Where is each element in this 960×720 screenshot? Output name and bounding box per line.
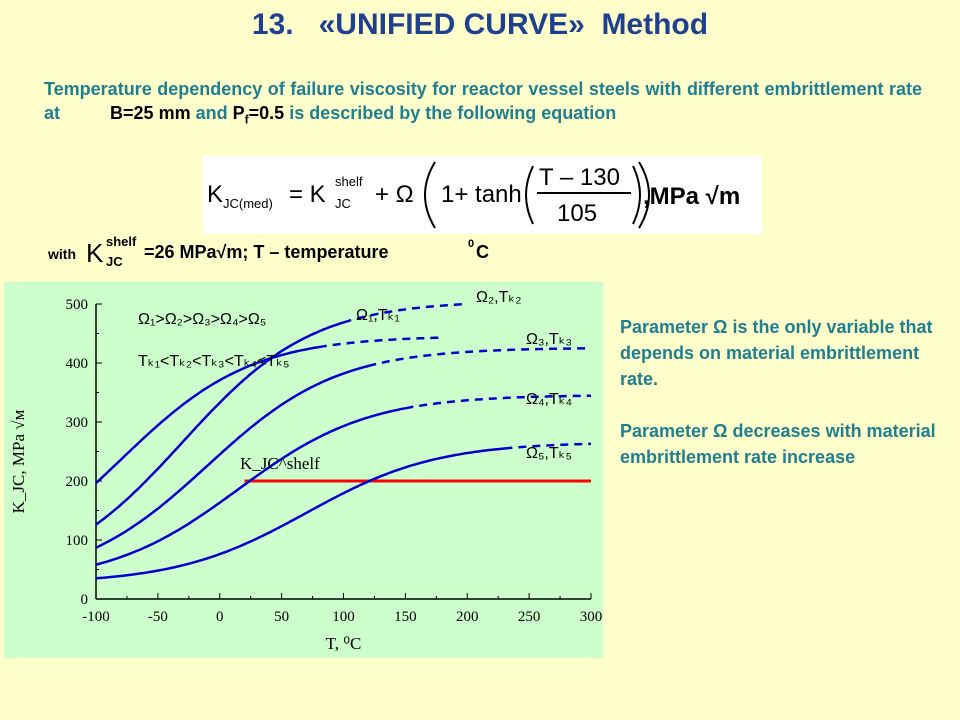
- equation-box: K JC(med) = K shelf JC + Ω 1+ tanh T – 1…: [203, 156, 762, 234]
- eq-left-paren: [424, 161, 436, 229]
- with-temp-unit: C: [476, 242, 489, 262]
- slide-title: 13. «UNIFIED CURVE» Method: [251, 8, 709, 41]
- intro-text-1: Temperature dependency of failure viscos…: [44, 79, 922, 123]
- x-tick-label: 100: [332, 609, 355, 625]
- intro-paragraph: Temperature dependency of failure viscos…: [44, 77, 922, 132]
- intro-text-2: is described by the following equation: [289, 103, 617, 123]
- omega-order-annotation: Ω₁>Ω₂>Ω₃>Ω₄>Ω₅: [138, 311, 266, 328]
- with-sup: shelf: [106, 234, 137, 249]
- intro-text-and: and: [195, 103, 228, 123]
- x-tick-label: 0: [216, 609, 224, 625]
- series-3-dashed: [367, 347, 591, 368]
- eq-lhs-k: K: [207, 181, 223, 208]
- series-label-1: Ω₁,Tₖ₁: [356, 307, 400, 324]
- series-label-3: Ω₃,Tₖ₃: [526, 331, 572, 348]
- y-tick-label: 500: [66, 297, 89, 313]
- side-note-1: Parameter Ω is the only variable that de…: [620, 317, 933, 389]
- series-4-solid: [95, 407, 406, 566]
- side-note-2: Parameter Ω decreases with material embr…: [620, 421, 936, 467]
- with-temp-sup: 0: [468, 238, 475, 250]
- eq-right-paren: [638, 161, 650, 229]
- x-axis-label: T, ⁰C: [326, 634, 362, 653]
- intro-thickness: B=25 mm: [110, 103, 191, 123]
- with-k: K: [86, 238, 104, 268]
- eq-shelf-sub: JC: [335, 196, 351, 211]
- tk-order-annotation: Tₖ₁<Tₖ₂<Tₖ₃<Tₖ₄<Tₖ₅: [138, 353, 289, 370]
- x-tick-label: 50: [274, 609, 289, 625]
- y-tick-label: 300: [66, 415, 89, 431]
- eq-lhs-sub: JC(med): [223, 196, 273, 211]
- y-tick-label: 200: [66, 474, 89, 490]
- intro-p-sub: f: [244, 112, 249, 127]
- equation: K JC(med) = K shelf JC + Ω 1+ tanh T – 1…: [207, 161, 740, 229]
- eq-one-tanh: 1+ tanh: [441, 181, 522, 208]
- series-2-dashed: [343, 302, 468, 324]
- intro-p-value: =0.5: [248, 103, 285, 123]
- x-tick-label: -100: [82, 609, 110, 625]
- series-5-dashed: [504, 442, 592, 450]
- unified-curve-chart: -100 -50 0 50 100 150 200 250 300 0 100 200 300 400 50…: [9, 289, 603, 653]
- with-rest: =26 MPa√m; T – temperature: [144, 242, 389, 262]
- eq-inner-right-paren: [632, 165, 641, 225]
- with-word: with: [48, 246, 76, 262]
- intro-p-symbol: P: [232, 103, 245, 123]
- series-label-4: Ω₄,Tₖ₄: [526, 391, 572, 408]
- y-axis-label: K_JC, MPa √м: [9, 409, 28, 513]
- eq-shelf-sup: shelf: [335, 174, 363, 189]
- y-tick-label: 100: [66, 533, 89, 549]
- eq-denominator: 105: [557, 200, 597, 227]
- series-1-dashed: [318, 336, 443, 349]
- x-tick-label: 250: [518, 609, 541, 625]
- series-1-solid: [95, 345, 319, 485]
- x-tick-label: 300: [580, 609, 603, 625]
- series-3-solid: [95, 364, 369, 549]
- series-2-solid: [95, 321, 344, 526]
- eq-equals-k: = K: [289, 181, 326, 208]
- chart-panel: -100 -50 0 50 100 150 200 250 300 0 100 200 300 400 50…: [4, 282, 603, 658]
- y-tick-label: 0: [81, 592, 89, 608]
- series-label-2: Ω₂,Tₖ₂: [476, 289, 521, 306]
- with-sub: JC: [106, 254, 123, 269]
- x-tick-label: -50: [148, 609, 168, 625]
- y-tick-label: 400: [66, 356, 89, 372]
- eq-unit: ,MPa √m: [643, 183, 740, 210]
- series-4-dashed: [405, 394, 591, 410]
- x-tick-label: 200: [456, 609, 479, 625]
- series-5-solid: [95, 447, 505, 580]
- side-notes: Parameter Ω is the only variable that de…: [620, 314, 950, 470]
- eq-numerator: T – 130: [539, 164, 620, 191]
- series-label-5: Ω₅,Tₖ₅: [526, 445, 572, 462]
- eq-plus-omega: + Ω: [375, 181, 414, 208]
- shelf-label: K_JC^shelf: [240, 454, 320, 473]
- intro-probability: Pf=0.5: [232, 103, 285, 127]
- eq-inner-left-paren: [525, 165, 534, 225]
- x-tick-label: 150: [394, 609, 417, 625]
